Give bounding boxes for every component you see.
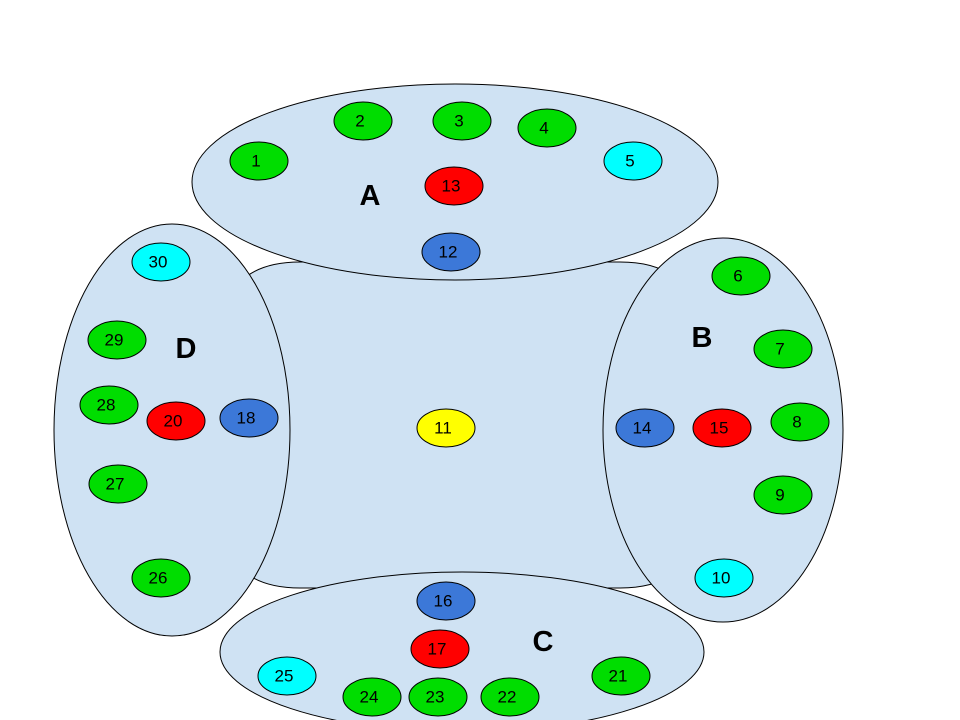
node-4: 4 <box>517 108 577 148</box>
node-5-label: 5 <box>625 152 634 171</box>
node-3-shape <box>432 101 492 141</box>
node-13-label: 13 <box>442 177 461 196</box>
node-9: 9 <box>753 475 813 515</box>
group-label-d: D <box>176 333 197 365</box>
group-label-c: C <box>533 626 554 658</box>
node-24-shape <box>342 677 402 717</box>
node-16-shape <box>416 581 476 621</box>
node-1-label: 1 <box>251 152 260 171</box>
node-11-shape <box>416 408 476 448</box>
node-3: 3 <box>432 101 492 141</box>
node-30: 30 <box>131 242 191 282</box>
node-4-shape <box>517 108 577 148</box>
group-label-b: B <box>692 322 713 354</box>
node-25-label: 25 <box>275 667 294 686</box>
node-17-label: 17 <box>428 640 447 659</box>
node-27: 27 <box>88 464 148 504</box>
node-15: 15 <box>692 408 752 448</box>
node-10: 10 <box>694 558 754 598</box>
node-18-label: 18 <box>237 409 256 428</box>
node-17: 17 <box>410 629 470 669</box>
node-2: 2 <box>333 101 393 141</box>
node-13-shape <box>424 166 484 206</box>
node-3-label: 3 <box>454 112 463 131</box>
node-22: 22 <box>480 677 540 717</box>
node-14: 14 <box>615 408 675 448</box>
node-20-shape <box>146 401 206 441</box>
node-1-shape <box>229 141 289 181</box>
node-4-label: 4 <box>539 119 548 138</box>
node-12-label: 12 <box>439 243 458 262</box>
node-12: 12 <box>421 232 481 272</box>
node-16-label: 16 <box>434 592 453 611</box>
node-22-shape <box>480 677 540 717</box>
node-7-shape <box>753 329 813 369</box>
node-9-label: 9 <box>775 486 784 505</box>
group-label-a: A <box>360 180 381 212</box>
node-6-shape <box>711 256 771 296</box>
node-8: 8 <box>770 402 830 442</box>
node-29: 29 <box>87 320 147 360</box>
node-26-shape <box>131 558 191 598</box>
node-17-shape <box>410 629 470 669</box>
node-12-shape <box>421 232 481 272</box>
node-10-label: 10 <box>712 569 731 588</box>
node-30-label: 30 <box>149 253 168 272</box>
node-5-shape <box>603 141 663 181</box>
node-28-label: 28 <box>97 396 116 415</box>
node-6: 6 <box>711 256 771 296</box>
node-2-label: 2 <box>355 112 364 131</box>
node-21-label: 21 <box>609 667 628 686</box>
node-8-label: 8 <box>792 413 801 432</box>
node-22-label: 22 <box>498 688 517 707</box>
node-30-shape <box>131 242 191 282</box>
node-7: 7 <box>753 329 813 369</box>
node-27-shape <box>88 464 148 504</box>
node-21-shape <box>591 656 651 696</box>
node-8-shape <box>770 402 830 442</box>
node-14-shape <box>615 408 675 448</box>
node-25-shape <box>257 656 317 696</box>
node-23-shape <box>408 677 468 717</box>
node-15-label: 15 <box>710 419 729 438</box>
node-16: 16 <box>416 581 476 621</box>
node-7-label: 7 <box>775 340 784 359</box>
node-5: 5 <box>603 141 663 181</box>
node-29-shape <box>87 320 147 360</box>
node-24-label: 24 <box>360 688 379 707</box>
node-14-label: 14 <box>633 419 652 438</box>
node-2-shape <box>333 101 393 141</box>
node-20: 20 <box>146 401 206 441</box>
node-20-label: 20 <box>164 412 183 431</box>
node-23-label: 23 <box>426 688 445 707</box>
node-24: 24 <box>342 677 402 717</box>
node-27-label: 27 <box>106 475 125 494</box>
node-6-label: 6 <box>733 267 742 286</box>
node-25: 25 <box>257 656 317 696</box>
node-11: 11 <box>416 408 476 448</box>
node-15-shape <box>692 408 752 448</box>
node-23: 23 <box>408 677 468 717</box>
node-10-shape <box>694 558 754 598</box>
node-18-shape <box>219 398 279 438</box>
node-11-label: 11 <box>434 419 452 438</box>
node-21: 21 <box>591 656 651 696</box>
node-28: 28 <box>79 385 139 425</box>
node-13: 13 <box>424 166 484 206</box>
node-9-shape <box>753 475 813 515</box>
node-28-shape <box>79 385 139 425</box>
node-29-label: 29 <box>105 331 124 350</box>
node-18: 18 <box>219 398 279 438</box>
node-26-label: 26 <box>149 569 168 588</box>
node-26: 26 <box>131 558 191 598</box>
node-1: 1 <box>229 141 289 181</box>
